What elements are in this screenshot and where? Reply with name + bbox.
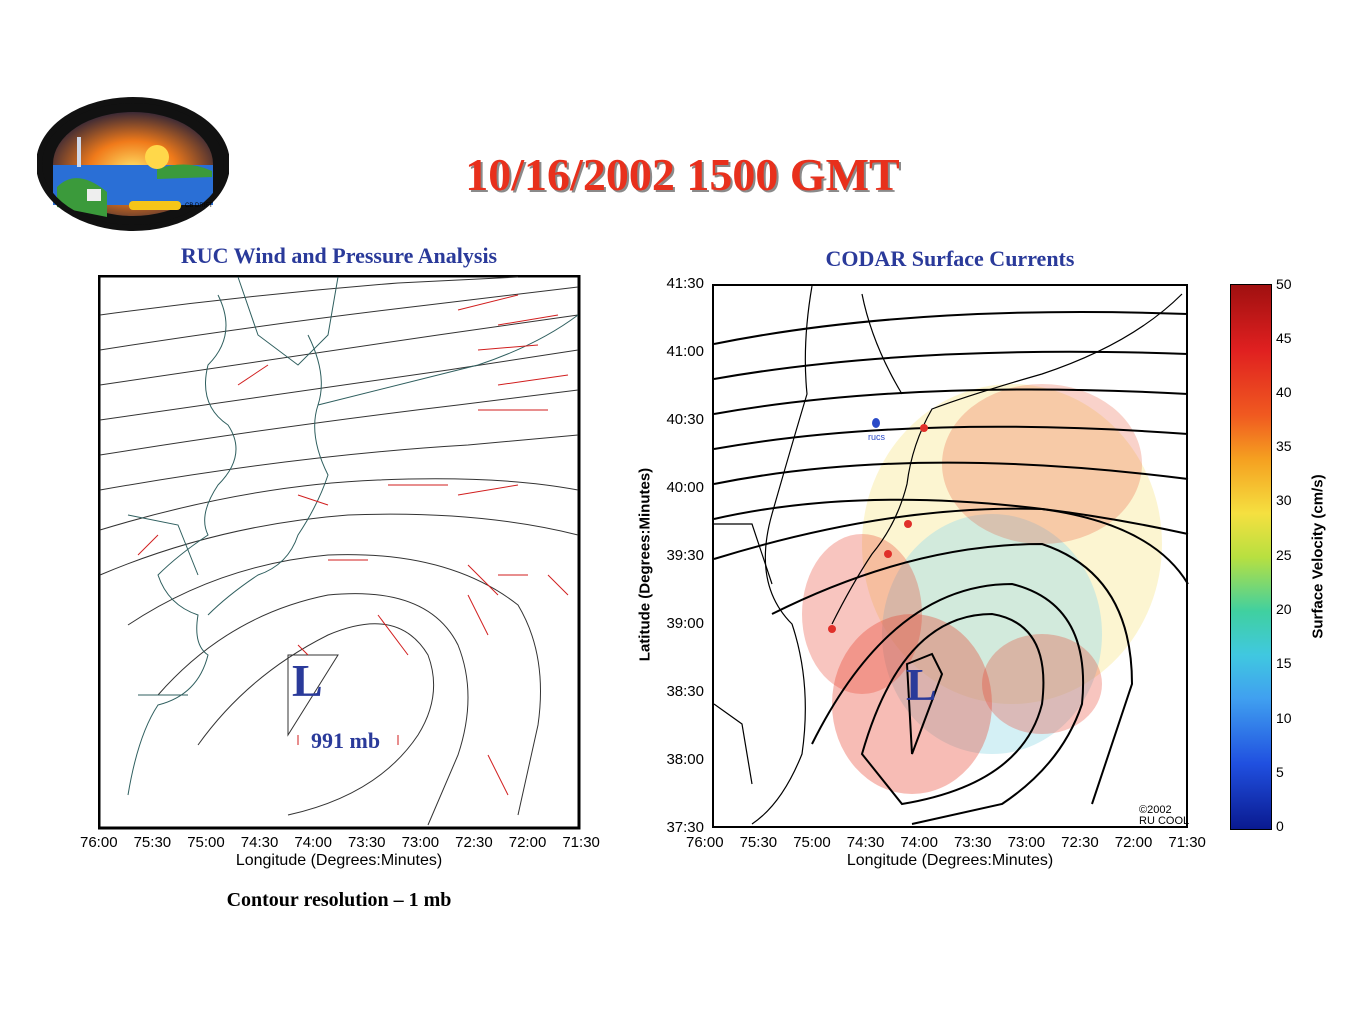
colorbar-tick: 35 [1276,438,1292,454]
codar-y-tick: 41:30 [666,275,704,292]
ruc-x-tick: 75:30 [133,834,172,851]
codar-x-axis-label: Longitude (Degrees:Minutes) [846,852,1054,869]
codar-y-tick: 38:30 [666,683,704,700]
ruc-isobars [99,276,579,826]
ruc-x-tick: 72:00 [508,834,547,851]
codar-map: rucs [712,284,1189,828]
codar-current-field [802,384,1162,794]
ruc-panel-title: RUC Wind and Pressure Analysis [180,243,498,268]
codar-coastline [713,285,1183,825]
colorbar-tick: 10 [1276,710,1292,726]
colorbar-tick: 5 [1276,764,1284,780]
colorbar-label: Surface Velocity (cm/s) [1309,474,1327,639]
rucs-station-label: rucs [868,432,886,442]
codar-x-tick: 73:00 [1007,834,1046,851]
ruc-x-tick: 71:30 [562,834,600,851]
ruc-x-axis-label: Longitude (Degrees:Minutes) [235,852,443,869]
colorbar-tick: 30 [1276,492,1292,508]
colorbar-tick: 40 [1276,384,1292,400]
codar-y-tick: 40:00 [666,479,704,496]
colorbar-tick: 20 [1276,601,1292,617]
codar-x-tick: 76:00 [686,834,724,851]
codar-y-tick: 37:30 [666,819,704,836]
ruc-pressure-value: 991 mb [311,728,381,753]
ruc-map [98,275,581,830]
codar-x-tick: 75:00 [793,834,831,851]
copyright-org: RU COOL [1139,815,1190,827]
codar-x-tick: 75:30 [739,834,778,851]
ruc-x-tick: 74:30 [240,834,279,851]
codar-low-pressure-marker: L [906,659,937,710]
codar-y-tick: 41:00 [666,343,704,360]
copyright-year: ©2002 [1139,804,1172,816]
codar-x-ticks: 76:00 75:30 75:00 74:30 74:00 73:30 73:0… [686,834,1206,851]
ruc-wind-vectors [137,294,569,796]
codar-y-tick: 39:00 [666,615,704,632]
rucs-station-marker [872,418,880,428]
contour-resolution-note: Contour resolution – 1 mb [226,889,452,911]
surface-velocity-colorbar [1230,284,1272,830]
codar-x-tick: 72:00 [1114,834,1153,851]
ruc-x-tick: 76:00 [80,834,118,851]
colorbar-tick: 15 [1276,655,1292,671]
ruc-x-tick: 72:30 [455,834,493,851]
njsos-logo: CB DRIFT [36,97,230,231]
colorbar-tick: 50 [1276,276,1292,292]
codar-x-tick: 71:30 [1168,834,1206,851]
codar-y-tick: 38:00 [666,751,704,768]
page-title: 10/16/2002 1500 GMT [465,149,900,200]
logo-badge-text: CB DRIFT [185,203,213,209]
codar-x-tick: 72:30 [1061,834,1099,851]
copyright-note: ©2002 RU COOL [1139,805,1189,827]
ruc-x-tick: 74:00 [294,834,332,851]
ruc-low-pressure-marker: L [292,655,323,706]
ruc-x-tick: 73:00 [401,834,440,851]
codar-x-tick: 74:00 [900,834,938,851]
codar-y-tick: 40:30 [666,411,704,428]
ruc-x-tick: 73:30 [347,834,386,851]
codar-x-tick: 73:30 [953,834,992,851]
codar-panel-title: CODAR Surface Currents [825,246,1075,271]
codar-y-axis-label: Latitude (Degrees:Minutes) [636,467,654,662]
logo-graphic: CB DRIFT [36,97,230,231]
colorbar-tick: 25 [1276,547,1292,563]
colorbar-tick: 0 [1276,818,1284,834]
codar-sites [828,424,928,633]
codar-y-tick: 39:30 [666,547,704,564]
codar-x-tick: 74:30 [846,834,885,851]
ruc-x-ticks: 76:00 75:30 75:00 74:30 74:00 73:30 73:0… [80,834,600,851]
colorbar-tick: 45 [1276,330,1292,346]
codar-isobars [713,311,1189,825]
ruc-x-tick: 75:00 [187,834,225,851]
